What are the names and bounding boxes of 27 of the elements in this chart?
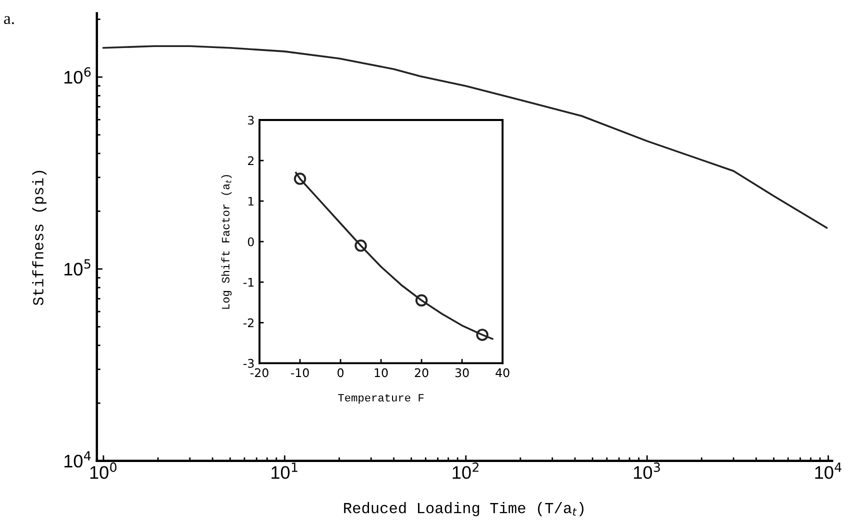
x-tick-label: 10$^{3}$ — [634, 462, 660, 479]
x-tick-label: 10$^{4}$ — [815, 462, 842, 479]
y-tick-label: -1 — [243, 278, 254, 287]
x-tick-label: 10$^{0}$ — [90, 462, 116, 479]
y-tick-label: 10$^{5}$ — [64, 259, 90, 276]
y-tick-label: 3 — [248, 116, 254, 125]
y-tick-label: -2 — [243, 318, 254, 328]
x-tick-label: 10$^{2}$ — [452, 462, 478, 479]
x-tick-label: 30 — [455, 368, 469, 378]
x-tick-label: -20 — [250, 368, 268, 378]
x-tick-label: 20 — [414, 368, 428, 378]
y-axis-title: Log Shift Factor (a$_{t}$) — [221, 175, 232, 309]
y-tick-label: 1 — [248, 196, 254, 206]
x-tick-label: 40 — [496, 368, 510, 378]
x-tick-label: -10 — [290, 368, 309, 378]
y-tick-label: 2 — [248, 156, 254, 166]
text: a. — [4, 16, 14, 24]
y-tick-label: 0 — [248, 237, 254, 246]
x-tick-label: 0 — [338, 368, 344, 378]
x-axis-title: Temperature F — [338, 394, 424, 404]
x-tick-label: 10 — [374, 368, 388, 378]
x-tick-label: 10$^{1}$ — [272, 462, 298, 479]
y-tick-label: 10$^{4}$ — [64, 451, 91, 468]
y-axis-title: Stiffness (psi) — [32, 170, 46, 306]
x-axis-title: Reduced Loading Time (T/a$_{t}$) — [344, 502, 584, 516]
y-tick-label: 10$^{6}$ — [64, 67, 91, 84]
y-tick-label: -3 — [243, 358, 254, 368]
